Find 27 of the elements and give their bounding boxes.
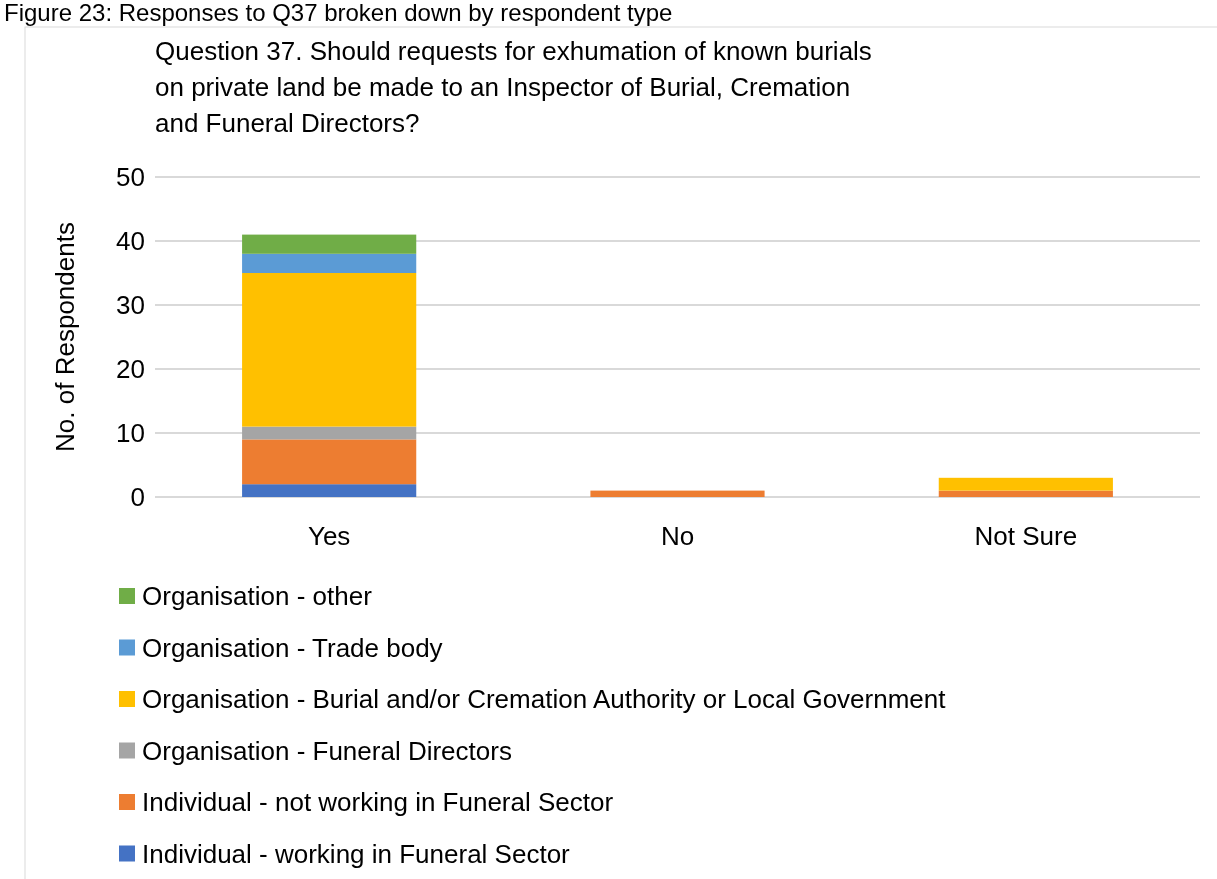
bar — [242, 426, 417, 440]
bar — [242, 439, 417, 485]
legend-label: Individual - not working in Funeral Sector — [142, 787, 614, 818]
legend-label: Organisation - Trade body — [142, 632, 443, 663]
y-tick-label: 30 — [116, 290, 145, 321]
x-tick-label: No — [660, 521, 695, 551]
y-tick-label: 0 — [130, 482, 145, 513]
y-tick-label: 40 — [116, 226, 145, 257]
bar — [938, 477, 1113, 491]
y-tick-label: 50 — [116, 162, 145, 193]
y-tick-label: 10 — [116, 418, 145, 449]
caption: Figure 23: Responses to Q37 broken down by respondent type — [4, 0, 673, 26]
legend-label: Organisation - Funeral Directors — [142, 735, 512, 766]
bar — [242, 273, 417, 427]
bar — [590, 490, 765, 497]
x-tick-label: Not Sure — [974, 521, 1078, 551]
y-axis-title: No. of Respondents — [50, 222, 80, 452]
chart-title: Question 37. Should requests for exhumation of known burials on private land be made to an Inspector of Burial, Cremation and Funeral Directors? — [155, 36, 872, 138]
legend-label: Organisation - other — [142, 581, 373, 612]
x-tick-label: Yes — [307, 521, 351, 551]
bar — [242, 234, 417, 254]
legend-label: Organisation - Burial and/or Cremation Authority or Local Government — [142, 684, 947, 715]
bar — [938, 490, 1113, 497]
bar — [242, 253, 417, 273]
legend-label: Individual - working in Funeral Sector — [142, 838, 571, 869]
bar — [242, 484, 417, 497]
y-tick-label: 20 — [116, 354, 145, 385]
